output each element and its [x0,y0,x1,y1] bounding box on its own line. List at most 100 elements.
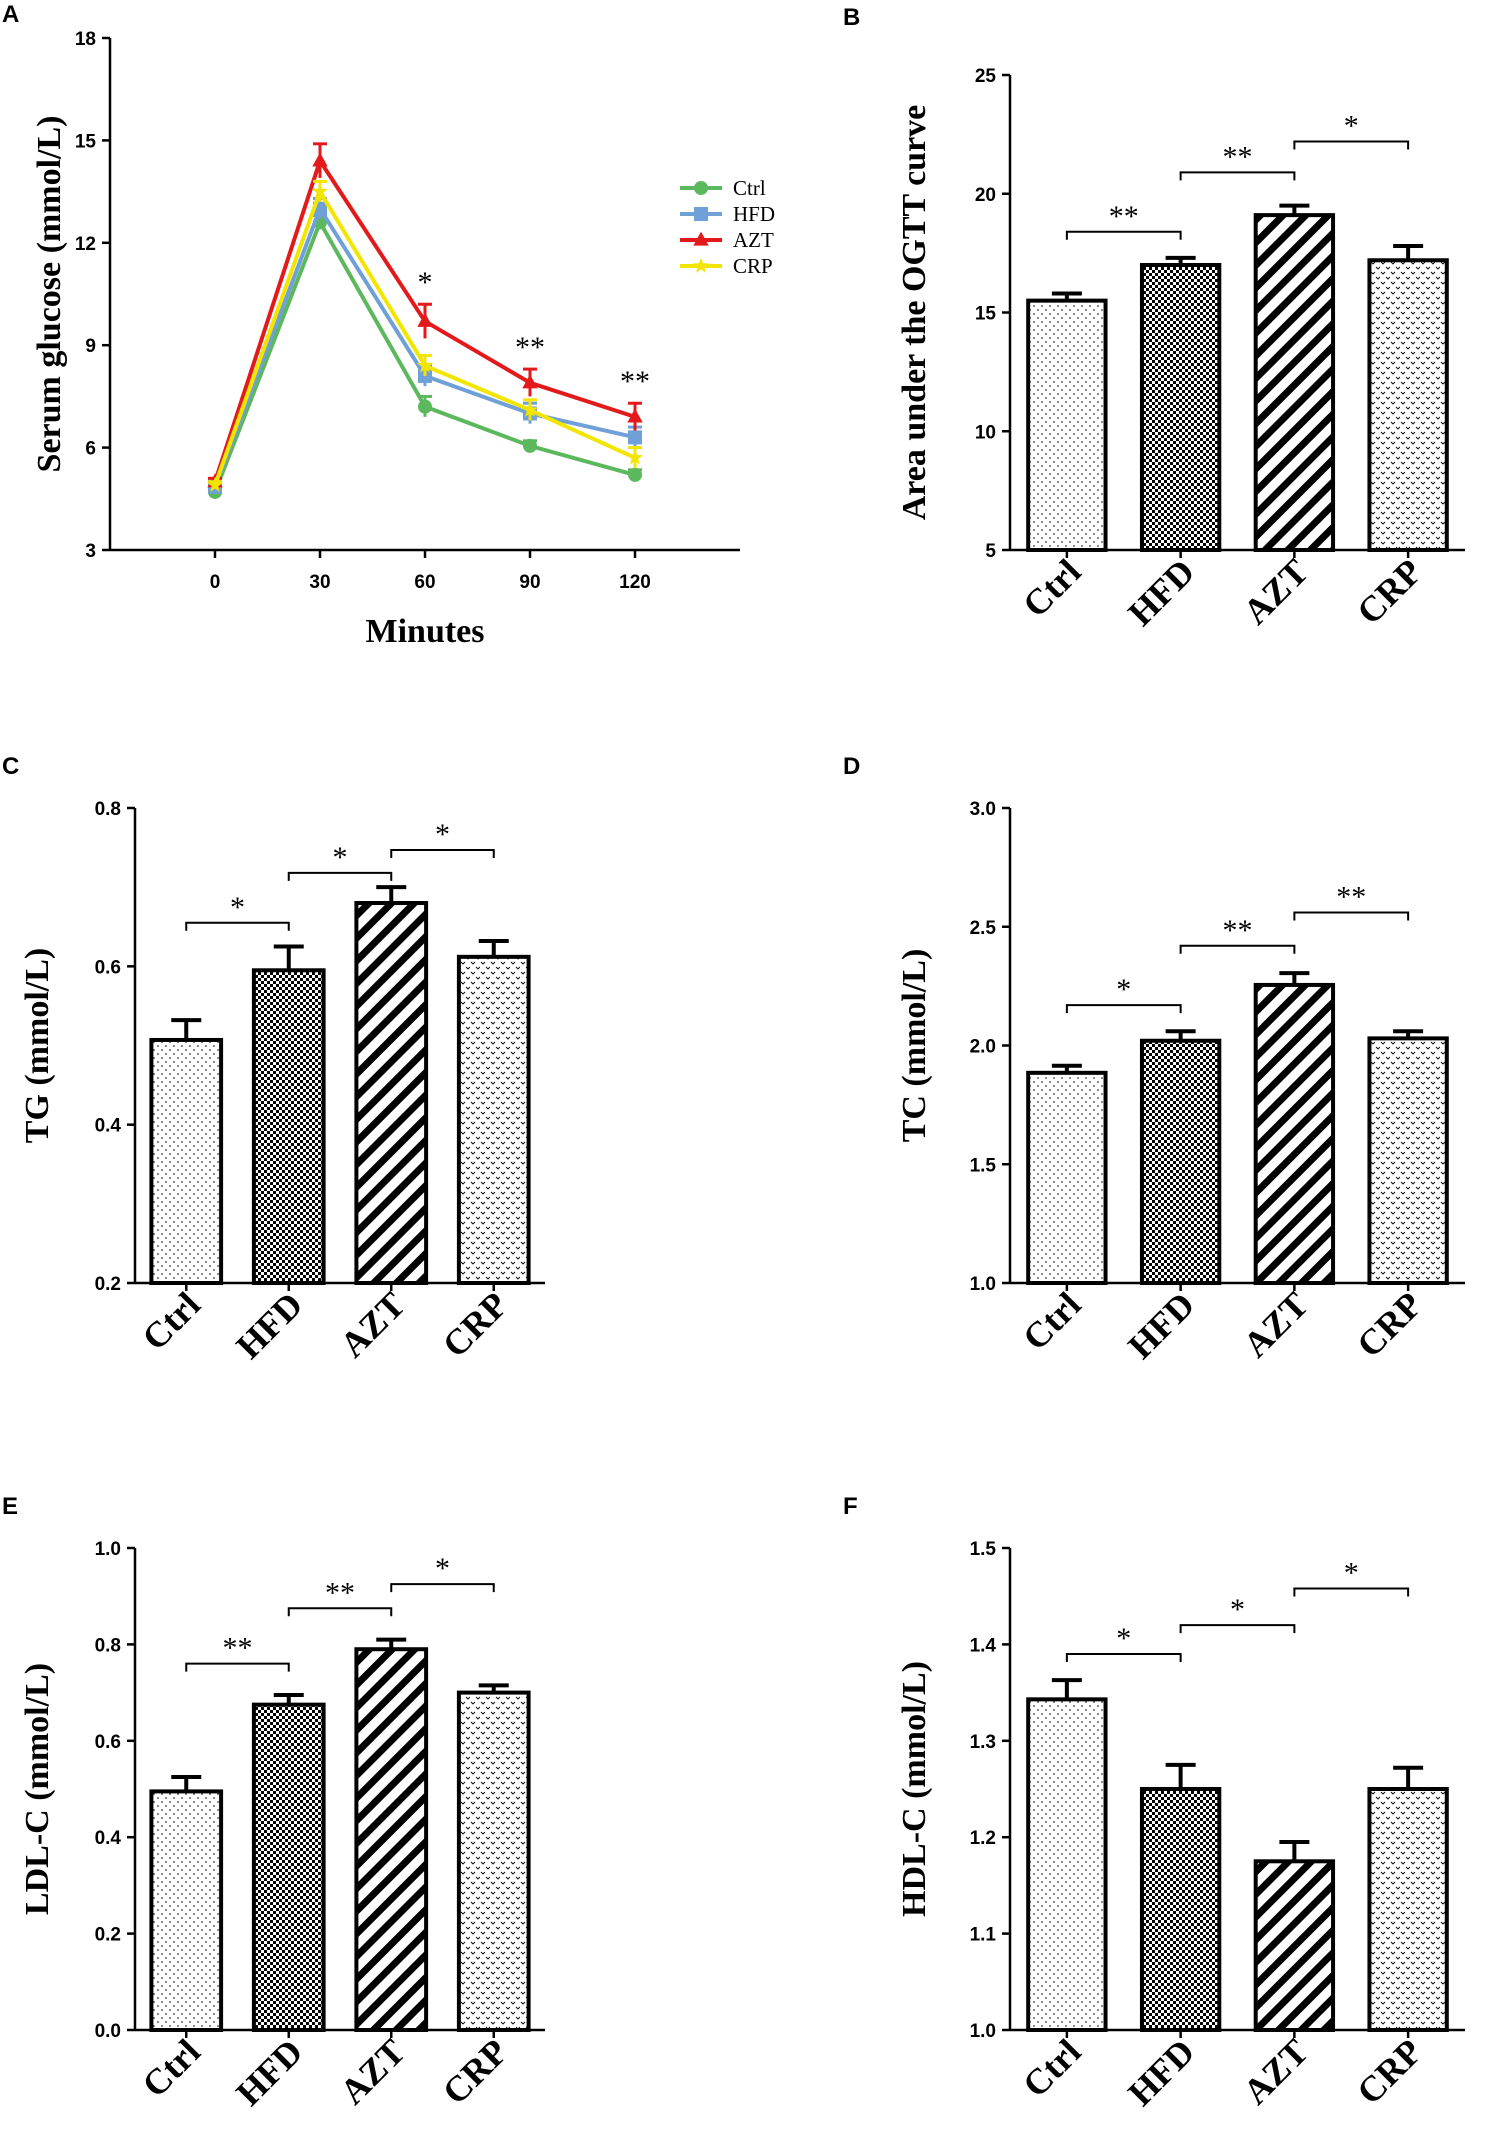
x-tick-label-crp: CRP [435,1284,516,1365]
significance-label: * [1116,1622,1131,1655]
series-azt [207,142,643,488]
panel-letter-e: E [2,1493,18,1520]
x-tick-label: 120 [619,572,651,593]
x-tick-label-azt: AZT [1235,2031,1316,2112]
significance-label: ** [620,365,650,398]
x-tick-label-azt: AZT [1235,551,1316,632]
x-tick-label-crp: CRP [1349,551,1430,632]
bar-hfd [1139,1787,1222,2032]
y-tick-label: 0.2 [95,1274,121,1295]
data-point [312,183,328,199]
significance-bracket: * [1065,973,1182,1014]
significance-bracket: * [390,818,495,858]
x-tick-label-hfd: HFD [1120,1284,1202,1366]
bar-ctrl [1026,1070,1108,1285]
legend-label: HFD [733,202,775,226]
y-tick-label: 2.5 [970,918,997,939]
bar-chart-ogtt-auc: 5 10 15 20 25 Area under the OGTT curve Ctrl HF… [896,66,1465,633]
bar-ctrl [1026,298,1108,552]
x-tick-label-hfd: HFD [1120,2031,1202,2113]
significance-label: * [333,841,348,874]
bracket-line [1065,1004,1182,1014]
y-tick-label: 1.0 [970,2021,996,2042]
y-axis-title: Serum glucose (mmol/L) [31,116,68,473]
legend-marker [693,231,709,246]
bracket-line [1179,1624,1296,1634]
significance-bracket: * [185,891,290,931]
bar-chart-tg: 0.2 0.4 0.6 0.8 TG (mmol/L) Ctrl HFD AZT CRP * * * [19,799,545,1366]
significance-bracket: ** [1065,200,1182,240]
x-tick-label-ctrl: Ctrl [134,2031,208,2105]
significance-label: * [418,266,433,299]
significance-label: * [1344,110,1359,143]
significance-label: * [1230,1593,1245,1626]
bar-hfd [251,1702,326,2033]
x-tick-label-ctrl: Ctrl [1015,551,1089,625]
y-axis-title: LDL-C (mmol/L) [19,1663,56,1915]
significance-bracket: ** [1179,914,1296,954]
y-axis-title: TG (mmol/L) [19,948,56,1143]
significance-bracket: * [287,841,393,881]
significance-label: ** [1223,914,1253,947]
y-tick-label: 15 [975,304,997,325]
x-tick-label-ctrl: Ctrl [1015,1284,1089,1358]
data-point [628,467,642,482]
data-point [418,399,432,414]
y-tick-label: 15 [75,131,97,152]
bar-azt [1253,1859,1336,2033]
y-tick-label: 0.6 [95,957,121,978]
significance-label: ** [1336,881,1366,914]
y-tick-label: 0.4 [95,1828,122,1849]
significance-bracket: * [1179,1593,1296,1634]
y-tick-label: 1.5 [970,1155,997,1176]
bar-azt [1253,213,1336,552]
y-tick-label: 0.0 [95,2021,121,2042]
x-tick-label-hfd: HFD [228,1284,310,1366]
bar-crp [1367,1036,1449,1285]
y-tick-label: 0.2 [95,1925,121,1946]
significance-bracket: * [390,1552,495,1593]
significance-bracket: * [1293,1556,1410,1597]
significance-label: * [435,818,450,851]
y-tick-label: 0.8 [95,1635,121,1656]
x-tick-label-azt: AZT [1235,1284,1316,1365]
y-tick-label: 20 [975,185,996,206]
data-point [522,401,538,417]
panel-letter-b: B [843,4,860,31]
bracket-line [287,1607,393,1617]
panel-letter-c: C [2,753,19,780]
bar-chart-ldl-c: 0.0 0.2 0.4 0.6 0.8 1.0 LDL-C (mmol/L) Ctrl HFD A… [19,1539,545,2113]
bar-hfd [1139,1038,1222,1285]
legend-marker [694,181,708,195]
data-point [628,430,642,445]
x-tick-label-ctrl: Ctrl [134,1284,208,1358]
significance-bracket: ** [287,1576,393,1617]
bar-azt [1253,982,1336,1285]
significance-bracket: * [1065,1622,1182,1663]
y-axis-title: HDL-C (mmol/L) [896,1661,933,1917]
bracket-line [1065,1653,1182,1663]
data-point [523,438,537,453]
significance-label: ** [325,1576,355,1609]
legend-label: Ctrl [733,176,766,200]
significance-bracket: * [1293,110,1410,150]
data-point [417,357,433,373]
y-tick-label: 18 [75,29,96,50]
data-point [522,374,538,389]
bar-azt [354,1647,429,2032]
series-line-hfd [213,204,636,488]
x-tick-label: 0 [210,572,221,593]
y-tick-label: 1.2 [970,1828,996,1849]
significance-label: ** [1109,200,1139,233]
y-tick-label: 1.0 [95,1539,121,1560]
y-tick-label: 9 [85,336,96,357]
y-tick-label: 3.0 [970,799,996,820]
significance-bracket: ** [1293,881,1410,921]
y-tick-label: 0.8 [95,799,121,820]
panel-letter-f: F [843,1493,858,1520]
bracket-line [390,1583,495,1593]
bar-ctrl [1026,1697,1108,2033]
y-tick-label: 25 [975,66,997,87]
series-crp [207,179,643,492]
x-tick-label-azt: AZT [332,1284,413,1365]
